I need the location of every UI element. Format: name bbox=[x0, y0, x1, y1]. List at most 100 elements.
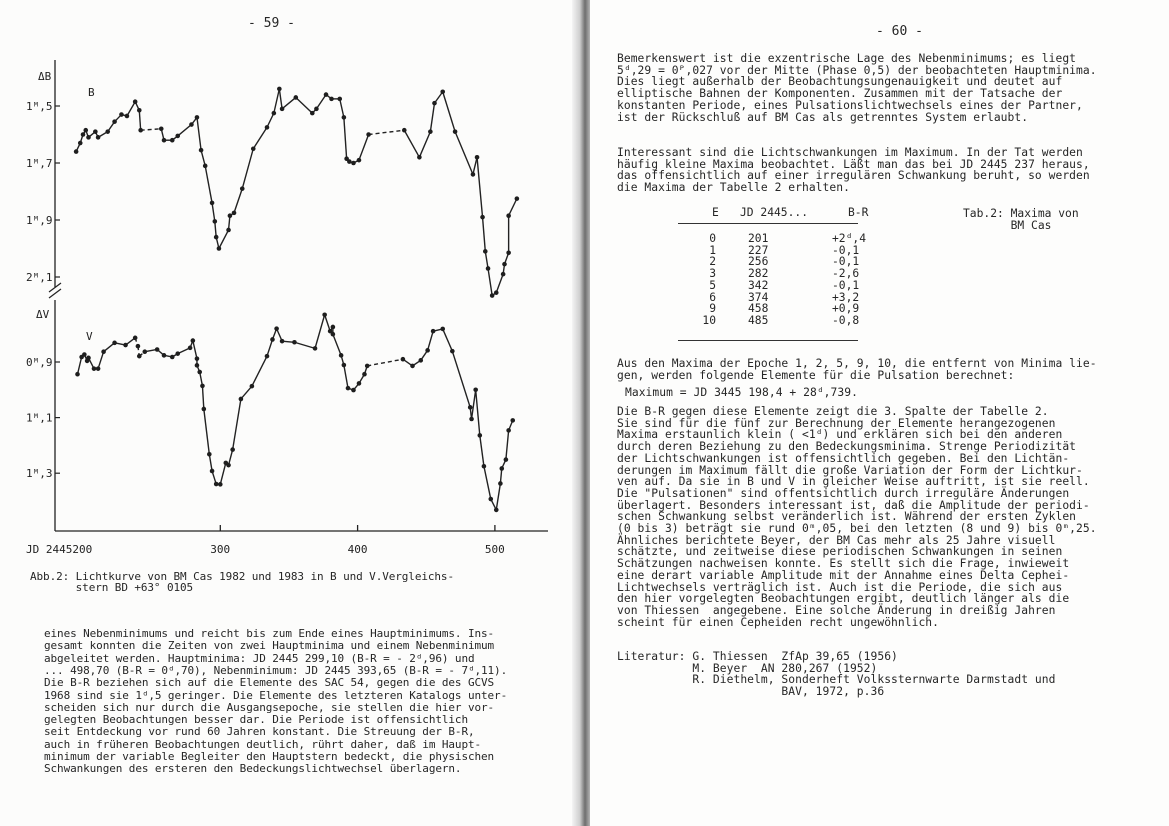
right-page: - 60 - Bemerkenswert ist die exzentrisch… bbox=[590, 0, 1169, 826]
light-curve-chart: JD 2445200 300 400 500 ΔB B 1ᴹ,5 1ᴹ,7 1ᴹ,9 2ᴹ,1 ΔV… bbox=[26, 60, 548, 556]
text-line: Sie sind für die fünf zur Berechnung der… bbox=[617, 416, 1056, 430]
data-point-v bbox=[207, 451, 212, 457]
data-point-v bbox=[488, 496, 494, 502]
column-header: E bbox=[712, 206, 719, 219]
data-point-v bbox=[473, 387, 478, 393]
data-point-b bbox=[138, 127, 143, 133]
data-point-b bbox=[226, 227, 231, 233]
data-point-v bbox=[330, 324, 336, 330]
text-line: gen, werden folgende Elemente für die Pu… bbox=[617, 368, 1015, 382]
text-line: Die B-R gegen diese Elemente zeigt die 3… bbox=[617, 405, 1049, 418]
curve-segment-b bbox=[315, 94, 327, 110]
data-point-v bbox=[338, 353, 344, 358]
text-line: durch deren Beziehung zu den Bedeckungsm… bbox=[617, 440, 1077, 454]
text-line: Schwankungen des ersteren den Bedeckungs… bbox=[44, 762, 462, 776]
data-point-b bbox=[514, 196, 520, 201]
data-point-v bbox=[477, 433, 483, 438]
data-point-v bbox=[364, 363, 370, 369]
y-tick-label: 1ᴹ,1 bbox=[26, 412, 53, 425]
literature-line: M. Beyer AN 280,267 (1952) bbox=[617, 661, 878, 675]
text-line: gelegten Beobachtungen besser dar. Die P… bbox=[44, 713, 468, 727]
data-point-v bbox=[200, 383, 205, 389]
curve-segment-b bbox=[241, 148, 254, 189]
curve-segment-b bbox=[273, 88, 281, 114]
curve-segment-v bbox=[483, 466, 492, 500]
data-point-v bbox=[410, 363, 415, 369]
y-tick-label: 1ᴹ,3 bbox=[26, 467, 53, 480]
data-point-b bbox=[293, 95, 299, 100]
data-point-b bbox=[314, 106, 319, 112]
data-point-v bbox=[190, 338, 196, 343]
data-point-b bbox=[417, 155, 422, 160]
literature-line: BAV, 1972, p.36 bbox=[617, 685, 885, 699]
data-point-b bbox=[93, 129, 98, 134]
curve-segment-v bbox=[251, 355, 268, 387]
data-point-v bbox=[481, 463, 487, 469]
table-cell-epoch: 6 bbox=[709, 290, 716, 304]
data-point-b bbox=[502, 261, 507, 267]
data-point-b bbox=[212, 219, 218, 224]
data-point-v bbox=[351, 387, 356, 393]
data-point-v bbox=[425, 348, 430, 353]
data-point-v bbox=[327, 328, 333, 334]
curve-segment-v bbox=[332, 333, 342, 356]
data-point-b bbox=[351, 160, 356, 166]
curve-segment-b bbox=[368, 129, 405, 136]
curve-segment-v bbox=[103, 342, 116, 353]
curve-segment-v bbox=[474, 389, 481, 436]
data-point-v bbox=[440, 326, 446, 332]
table-cell-epoch: 9 bbox=[709, 302, 716, 316]
table-cell-jd: 342 bbox=[748, 278, 769, 292]
curve-segment-v bbox=[323, 314, 331, 332]
data-point-b bbox=[231, 210, 237, 216]
data-point-b bbox=[83, 127, 89, 133]
text-line: 5ᵈ,29 = 0ᴾ,027 vor der Mitte (Phase 0,5)… bbox=[617, 63, 1097, 77]
data-point-b bbox=[482, 249, 488, 254]
table-cell-epoch: 5 bbox=[709, 278, 716, 292]
curve-segment-v bbox=[97, 351, 105, 369]
rule-top bbox=[678, 223, 858, 224]
data-point-v bbox=[86, 355, 91, 361]
curve-segment-b bbox=[442, 91, 456, 132]
curve-segment-v bbox=[266, 339, 274, 357]
data-point-v bbox=[194, 356, 200, 361]
y-tick-label: 1ᴹ,5 bbox=[26, 100, 53, 113]
data-point-v bbox=[136, 353, 142, 359]
text-line: (0 bis 3) beträgt sie rund 0ᵐ,05, bei de… bbox=[617, 522, 1097, 535]
data-point-v bbox=[356, 381, 362, 386]
table-cell-epoch: 2 bbox=[709, 255, 716, 269]
data-point-v bbox=[450, 348, 455, 354]
curve-segment-b bbox=[138, 110, 142, 131]
data-point-v bbox=[226, 462, 231, 468]
page-number: - 59 - bbox=[248, 16, 295, 31]
curve-segment-b bbox=[218, 229, 230, 249]
curve-segment-v bbox=[505, 430, 510, 460]
text-line: Aus den Maxima der Epoche 1, 2, 5, 9, 10… bbox=[617, 357, 1097, 370]
data-point-b bbox=[271, 110, 277, 116]
data-point-v bbox=[418, 358, 424, 363]
text-line: 1968 sind sie 1ᵈ,5 geringer. Die Element… bbox=[44, 688, 508, 702]
table-caption: BM Cas bbox=[963, 219, 1052, 232]
data-point-b bbox=[470, 172, 476, 177]
text-line: häufig kleine Maxima beobachtet. Läßt ma… bbox=[617, 157, 1090, 171]
x-tick-label: 400 bbox=[348, 543, 368, 556]
data-point-v bbox=[201, 406, 207, 412]
table-cell-b-r: -0,1 bbox=[832, 243, 860, 257]
data-point-v bbox=[123, 342, 128, 348]
data-point-b bbox=[506, 250, 511, 256]
curve-segment-v bbox=[227, 449, 234, 466]
text-line: Ähnliches berichtete Beyer, der BM Cas m… bbox=[617, 533, 1056, 547]
axis-break-mark bbox=[48, 288, 62, 299]
table-cell-jd: 282 bbox=[748, 267, 769, 281]
text-line: ven auf. Da sie in B und V in gleicher W… bbox=[617, 475, 1090, 489]
data-point-b bbox=[105, 129, 111, 134]
data-point-v bbox=[493, 507, 499, 513]
curve-segment-b bbox=[429, 103, 436, 132]
data-point-b bbox=[213, 234, 219, 240]
curve-segment-b bbox=[507, 198, 518, 217]
data-point-v bbox=[279, 338, 285, 344]
page-number: - 60 - bbox=[876, 24, 923, 39]
data-point-v bbox=[510, 418, 516, 423]
text-line: die Maxima der Tabelle 2 erhalten. bbox=[617, 181, 850, 195]
text-line: scheint für einen Cepheiden recht ungewö… bbox=[617, 615, 940, 629]
